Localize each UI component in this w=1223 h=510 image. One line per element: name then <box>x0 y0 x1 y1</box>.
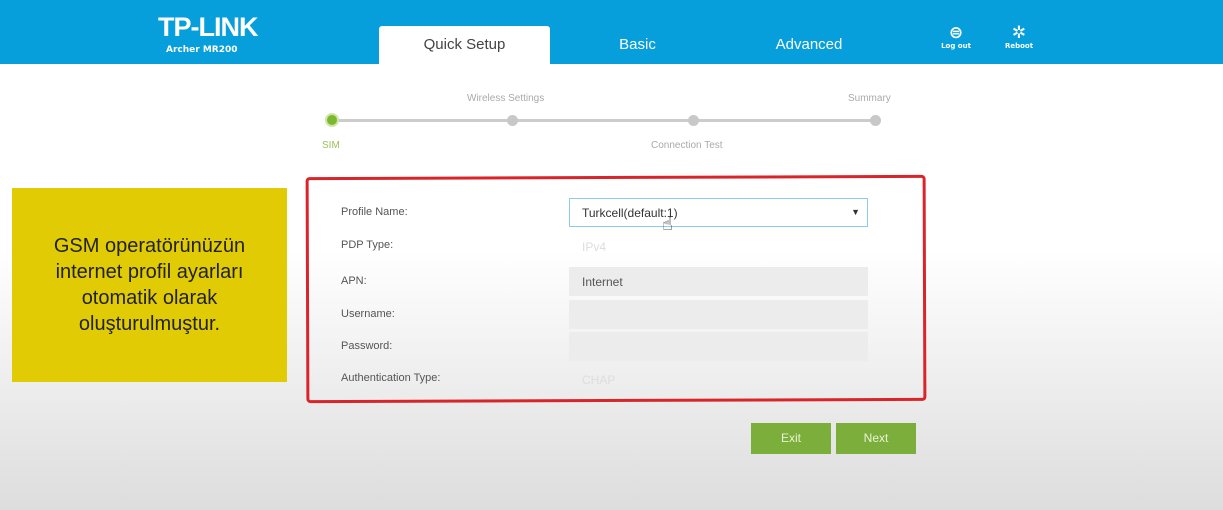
reboot-label: Reboot <box>1004 42 1034 50</box>
password-input[interactable] <box>569 332 868 361</box>
step-label-summary: Summary <box>848 93 891 104</box>
exit-button[interactable]: Exit <box>751 423 831 454</box>
auth-type-value: CHAP <box>582 373 616 387</box>
tab-quick-setup[interactable]: Quick Setup <box>379 26 550 64</box>
apn-input[interactable]: Internet <box>569 267 868 296</box>
username-input[interactable] <box>569 300 868 329</box>
pdp-type-value: IPv4 <box>582 240 607 254</box>
username-label: Username: <box>341 308 395 320</box>
pdp-type-select[interactable]: IPv4 <box>569 232 868 261</box>
step-label-sim: SIM <box>322 140 340 151</box>
top-nav-bar: TP-LINK Archer MR200 Quick Setup Basic A… <box>0 0 1223 64</box>
profile-name-label: Profile Name: <box>341 206 408 218</box>
tab-advanced[interactable]: Advanced <box>775 36 843 53</box>
callout-text: GSM operatörünüzün internet profil ayarl… <box>53 235 246 335</box>
logout-icon: ⊜ <box>948 23 964 43</box>
next-button[interactable]: Next <box>836 423 916 454</box>
logout-label: Log out <box>941 42 971 50</box>
auth-type-label: Authentication Type: <box>341 372 441 384</box>
tp-link-logo: TP-LINK <box>158 12 258 42</box>
logout-button[interactable]: ⊜ Log out <box>936 24 976 50</box>
auth-type-select[interactable]: CHAP <box>569 365 868 394</box>
profile-name-select[interactable]: Turkcell(default:1) ▼ <box>569 198 868 227</box>
step-label-wireless: Wireless Settings <box>467 93 545 104</box>
hand-cursor-icon: ☝ <box>662 214 673 235</box>
model-name: Archer MR200 <box>166 45 238 55</box>
step-dot-connection <box>688 115 699 126</box>
reboot-icon: ✲ <box>1011 23 1027 43</box>
tab-basic[interactable]: Basic <box>619 36 656 53</box>
chevron-down-icon: ▼ <box>851 207 860 217</box>
step-dot-sim <box>325 113 339 127</box>
progress-line <box>332 119 876 122</box>
pdp-type-label: PDP Type: <box>341 239 394 251</box>
step-dot-summary <box>870 115 881 126</box>
password-label: Password: <box>341 340 393 352</box>
step-dot-wireless <box>507 115 518 126</box>
apn-label: APN: <box>341 275 367 287</box>
step-label-connection: Connection Test <box>651 140 723 151</box>
annotation-callout: GSM operatörünüzün internet profil ayarl… <box>12 188 287 382</box>
reboot-button[interactable]: ✲ Reboot <box>999 24 1039 50</box>
profile-name-value: Turkcell(default:1) <box>582 206 678 220</box>
